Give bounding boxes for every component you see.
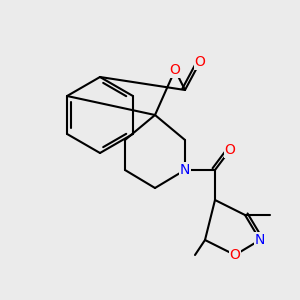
Text: O: O [225, 143, 236, 157]
Text: N: N [180, 163, 190, 177]
Text: O: O [169, 63, 180, 77]
Text: O: O [195, 55, 206, 69]
Text: N: N [255, 233, 265, 247]
Text: O: O [230, 248, 240, 262]
